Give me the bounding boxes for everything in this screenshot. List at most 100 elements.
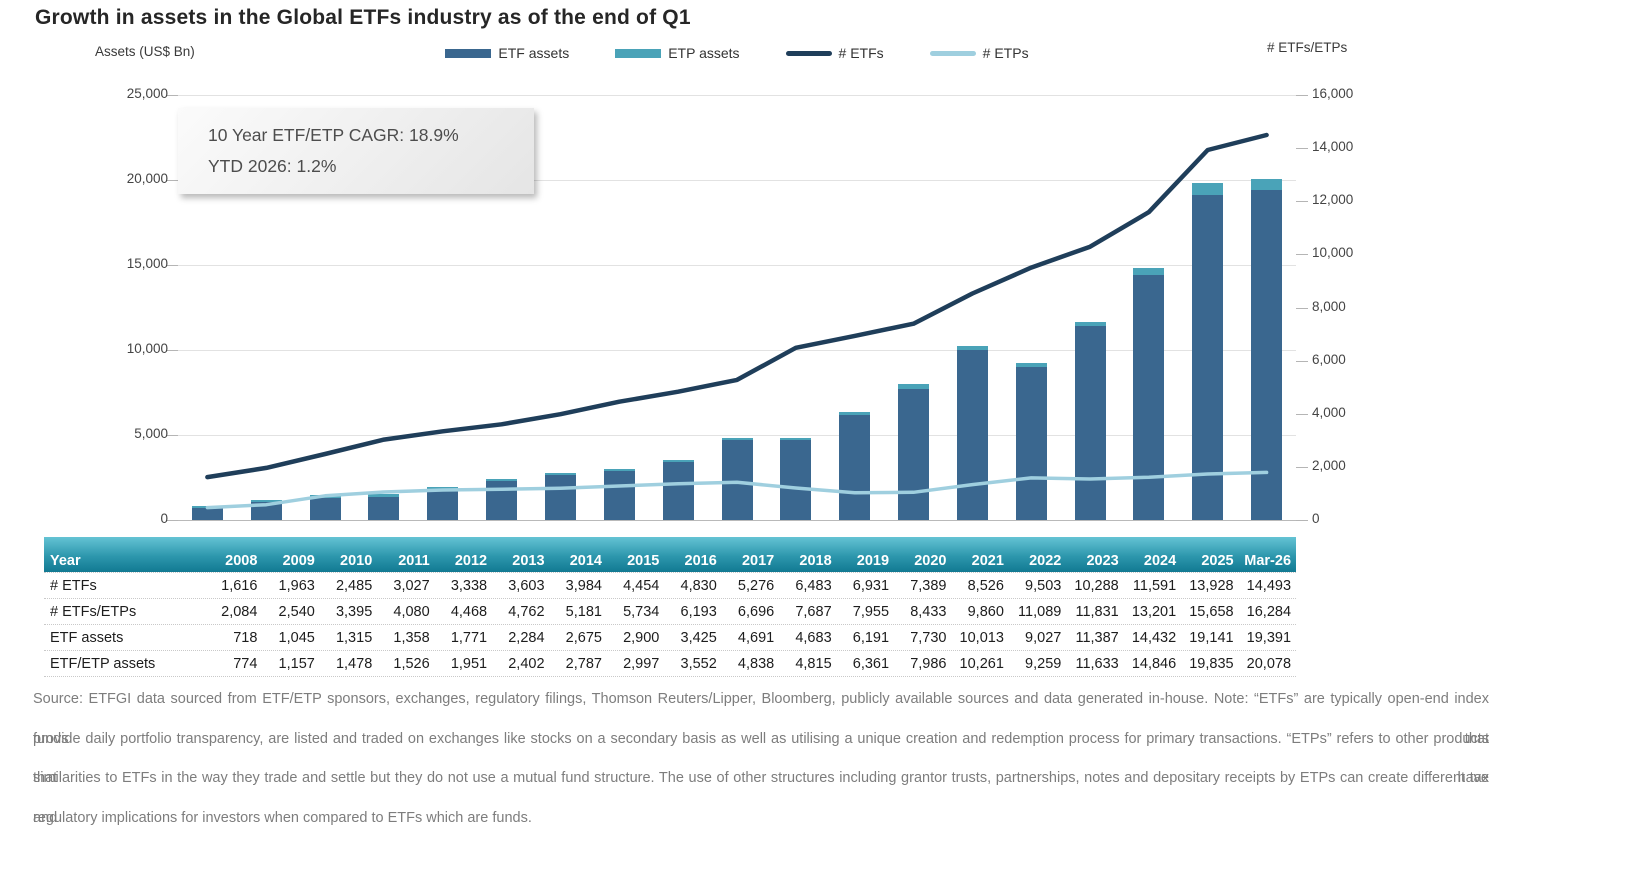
etps-count-line <box>205 470 1269 510</box>
table-header-cell: 2025 <box>1201 553 1234 569</box>
table-header-cell: 2014 <box>569 553 602 569</box>
right-tick-mark <box>1296 466 1308 468</box>
table-cell: 6,361 <box>852 655 890 672</box>
table-cell: 4,838 <box>737 655 775 672</box>
left-tick-mark <box>166 95 178 96</box>
table-cell: 14,432 <box>1131 629 1177 646</box>
etp-assets-bar-segment <box>1015 362 1047 367</box>
table-cell: 13,201 <box>1131 603 1177 620</box>
table-row: # ETFs 1,616 1,963 2,485 3,027 3,338 3,603 3,98… <box>44 572 1296 599</box>
table-cell: 6,483 <box>795 577 832 594</box>
right-tick-label: 8,000 <box>1312 298 1346 314</box>
data-table: Year 2008 2009 2010 2011 2012 2013 2014 2015 2016… <box>44 537 1296 677</box>
table-cell: 9,503 <box>1025 577 1062 594</box>
left-tick-label: 5,000 <box>134 426 168 441</box>
table-cell: 6,193 <box>680 603 717 620</box>
table-cell: 4,762 <box>508 603 545 620</box>
etf-assets-bar <box>309 497 341 520</box>
table-header-cell: 2022 <box>1029 553 1062 569</box>
row-label: ETF/ETP assets <box>50 655 156 672</box>
table-cell: 10,013 <box>959 629 1004 646</box>
table-cell: 718 <box>233 629 258 646</box>
gridline <box>178 435 1296 436</box>
legend-item: # ETPs <box>929 45 1029 61</box>
etp-assets-bar-segment <box>250 500 282 503</box>
table-cell: 2,084 <box>221 603 258 620</box>
etp-assets-bar-segment <box>898 384 930 389</box>
etfs-count-line <box>205 132 1269 480</box>
chart-legend: ETF assets ETP assets # ETFs # ETPs <box>178 45 1296 61</box>
table-cell: 5,276 <box>737 577 775 594</box>
table-cell: 3,027 <box>393 577 430 594</box>
table-row: ETF/ETP assets 774 1,157 1,478 1,526 1,951 2,4… <box>44 651 1296 677</box>
etp-assets-bar-segment <box>1133 267 1165 275</box>
table-row: # ETFs/ETPs 2,084 2,540 3,395 4,080 4,468 4,76… <box>44 599 1296 625</box>
annotation-box: 10 Year ETF/ETP CAGR: 18.9% YTD 2026: 1.… <box>178 108 534 194</box>
right-tick-label: 16,000 <box>1312 86 1354 101</box>
table-header-cell: 2010 <box>340 553 373 569</box>
etf-assets-bar <box>1192 194 1224 520</box>
left-tick-label: 0 <box>160 511 168 526</box>
left-tick-mark <box>166 350 178 351</box>
footer-line: Source: ETFGI data sourced from ETF/ETP … <box>33 691 1489 747</box>
table-cell: 1,951 <box>450 655 488 672</box>
legend-bar-swatch <box>445 48 492 58</box>
table-cell: 1,315 <box>335 629 373 646</box>
table-cell: 7,730 <box>910 629 947 646</box>
etf-assets-bar <box>662 461 694 520</box>
table-cell: 2,402 <box>508 655 545 672</box>
table-cell: 14,493 <box>1246 577 1292 594</box>
etp-assets-bar-segment <box>839 411 871 415</box>
row-label: ETF assets <box>50 629 124 646</box>
etf-assets-bar <box>780 440 812 520</box>
table-header-cell: 2011 <box>398 553 430 569</box>
gridline <box>178 95 1296 96</box>
table-cell: 13,928 <box>1189 577 1234 594</box>
etp-assets-bar-segment <box>368 494 400 497</box>
chart-area: Assets (US$ Bn) # ETFs/ETPs ETF assets ET… <box>95 40 1354 526</box>
table-cell: 7,986 <box>910 655 947 672</box>
table-header-cell: 2015 <box>627 553 660 569</box>
table-cell: 1,045 <box>278 629 315 646</box>
annotation-cagr: 10 Year ETF/ETP CAGR: 18.9% <box>208 125 459 145</box>
table-cell: 2,284 <box>508 629 545 646</box>
table-header-cell: 2019 <box>856 553 890 569</box>
legend-item: # ETFs <box>785 45 884 61</box>
legend-bar-swatch <box>615 48 662 58</box>
legend-line-swatch <box>785 50 832 56</box>
left-tick-label: 20,000 <box>126 171 168 186</box>
right-tick-label: 6,000 <box>1312 351 1346 367</box>
table-header-cell: 2008 <box>225 553 258 569</box>
etp-assets-bar-segment <box>780 438 812 441</box>
table-cell: 15,658 <box>1189 603 1234 620</box>
table-header-cell: Year <box>50 553 81 569</box>
etf-assets-bar <box>839 414 871 520</box>
footer-line: regulatory implications for investors wh… <box>33 809 532 826</box>
left-tick-mark <box>166 265 178 266</box>
table-header-cell: 2017 <box>741 553 775 569</box>
source-note: Source: ETFGI data sourced from ETF/ETP … <box>33 680 1489 838</box>
lines-overlay <box>205 132 1269 510</box>
left-tick-label: 25,000 <box>126 86 168 101</box>
left-tick-mark <box>166 435 178 436</box>
footer-line: similarities to ETFs in the way they tra… <box>33 770 1489 826</box>
legend-item: ETP assets <box>615 45 740 61</box>
etp-assets-bar-segment <box>662 459 694 462</box>
etp-assets-bar-segment <box>486 479 518 482</box>
etp-assets-bar-segment <box>1251 178 1283 191</box>
etp-assets-bar-segment <box>544 472 576 475</box>
table-cell: 19,141 <box>1189 629 1234 646</box>
right-tick-label: 10,000 <box>1312 245 1354 261</box>
table-header-cell: Mar-26 <box>1244 553 1292 569</box>
etp-assets-bar-segment <box>956 345 988 350</box>
table-cell: 1,771 <box>450 629 488 646</box>
table-cell: 6,696 <box>737 603 775 620</box>
table-cell: 8,526 <box>967 577 1004 594</box>
etf-assets-bar <box>1015 366 1047 520</box>
table-cell: 4,683 <box>795 629 832 646</box>
gridline <box>178 520 1296 521</box>
right-tick-mark <box>1296 413 1308 415</box>
table-cell: 4,691 <box>737 629 775 646</box>
table-cell: 4,454 <box>623 577 660 594</box>
table-cell: 1,358 <box>393 629 430 646</box>
